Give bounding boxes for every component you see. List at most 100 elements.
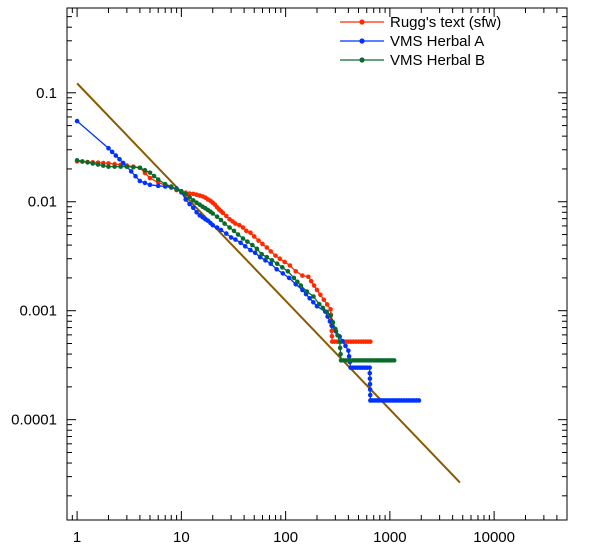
- data-point: [252, 250, 258, 256]
- data-point: [251, 234, 257, 239]
- data-point: [120, 160, 126, 166]
- data-point: [106, 164, 111, 169]
- reference-line: [76, 82, 461, 484]
- data-point: [305, 274, 311, 280]
- data-point: [329, 333, 335, 339]
- series-group: [74, 118, 422, 403]
- data-point: [367, 392, 373, 398]
- data-point: [250, 242, 255, 248]
- data-point: [338, 351, 343, 357]
- data-point: [318, 292, 323, 298]
- data-point: [133, 173, 138, 179]
- data-point: [210, 222, 216, 228]
- series-3: [74, 158, 397, 363]
- data-point: [151, 173, 157, 179]
- data-point: [291, 275, 297, 281]
- data-point: [106, 145, 111, 151]
- data-point: [214, 214, 220, 219]
- data-point: [137, 178, 143, 184]
- data-point: [237, 222, 242, 228]
- legend-label: Rugg's text (sfw): [390, 14, 501, 31]
- data-point: [274, 266, 279, 272]
- data-point: [218, 217, 224, 223]
- data-point: [142, 167, 148, 173]
- data-point: [274, 261, 280, 267]
- data-point: [282, 259, 288, 265]
- x-tick-label: 10000: [473, 529, 515, 546]
- data-point: [311, 283, 317, 288]
- data-point: [233, 237, 238, 242]
- data-point: [367, 365, 372, 370]
- data-point: [295, 279, 300, 285]
- data-point: [74, 158, 80, 163]
- data-point: [245, 239, 250, 244]
- data-point: [416, 398, 422, 403]
- y-tick-label: 0.001: [19, 303, 57, 320]
- data-point: [147, 170, 153, 175]
- data-point: [346, 354, 352, 359]
- data-point: [269, 258, 275, 263]
- data-point: [264, 245, 270, 250]
- data-point: [218, 227, 224, 233]
- data-point: [190, 198, 196, 203]
- data-point: [147, 175, 153, 181]
- x-tick-label: 100: [273, 529, 298, 546]
- data-point: [329, 328, 334, 334]
- data-point: [308, 278, 314, 284]
- data-point: [124, 164, 130, 169]
- data-point: [231, 228, 237, 234]
- data-point: [162, 181, 168, 187]
- data-point: [220, 210, 226, 216]
- data-point: [287, 263, 293, 268]
- data-point: [210, 211, 216, 216]
- data-point: [85, 160, 90, 165]
- data-point: [268, 249, 274, 254]
- data-point: [183, 191, 188, 197]
- data-point: [335, 333, 340, 338]
- legend-swatch-marker: [359, 38, 365, 44]
- y-tick-label: 0.0001: [11, 412, 57, 429]
- y-tick-label: 0.01: [28, 194, 57, 211]
- data-point: [117, 156, 122, 162]
- data-point: [235, 232, 241, 237]
- data-point: [214, 225, 220, 230]
- series-line: [76, 159, 395, 362]
- data-point: [238, 240, 243, 246]
- data-point: [224, 213, 229, 219]
- axis-ticks: [66, 8, 568, 520]
- data-point: [367, 387, 373, 392]
- data-point: [254, 246, 260, 252]
- data-point: [320, 305, 326, 311]
- data-point: [109, 149, 115, 155]
- legend-label: VMS Herbal B: [390, 52, 485, 69]
- data-point: [155, 177, 161, 182]
- data-point: [80, 159, 85, 164]
- data-point: [228, 235, 234, 240]
- data-point: [307, 295, 312, 301]
- data-point: [367, 376, 373, 381]
- data-point: [137, 165, 143, 171]
- data-point: [367, 370, 373, 376]
- data-point: [222, 221, 227, 226]
- plot-area: [74, 82, 461, 484]
- data-point: [330, 320, 336, 325]
- data-point: [90, 161, 96, 166]
- data-point: [314, 287, 320, 293]
- data-point: [233, 221, 238, 226]
- data-point: [187, 201, 192, 207]
- data-point: [100, 163, 106, 168]
- data-point: [118, 164, 124, 169]
- data-point: [168, 184, 174, 189]
- data-point: [277, 256, 283, 262]
- data-point: [142, 180, 148, 186]
- data-point: [112, 164, 117, 169]
- data-point: [346, 348, 351, 353]
- data-point: [311, 299, 316, 305]
- data-point: [391, 358, 397, 363]
- data-point: [260, 241, 265, 247]
- data-point: [95, 162, 101, 167]
- data-point: [147, 182, 153, 188]
- data-point: [128, 169, 134, 174]
- data-point: [337, 339, 342, 344]
